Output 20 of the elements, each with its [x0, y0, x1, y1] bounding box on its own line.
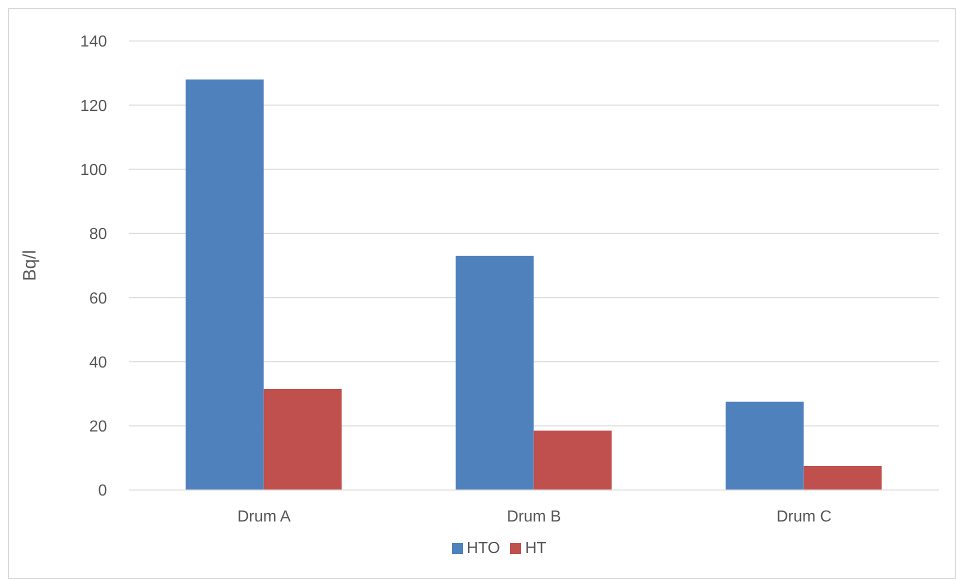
bar	[456, 256, 534, 490]
bar	[804, 466, 882, 490]
y-tick-label: 120	[80, 98, 108, 115]
x-tick-label: Drum C	[776, 508, 832, 526]
y-tick-label: 100	[80, 162, 108, 179]
y-tick-label: 40	[89, 354, 108, 372]
x-tick-label: Drum A	[237, 508, 291, 526]
y-tick-label: 80	[89, 226, 108, 244]
y-tick-label: 20	[89, 418, 108, 436]
y-tick-label: 140	[80, 34, 108, 51]
bar	[534, 430, 612, 490]
bar	[264, 388, 342, 490]
legend-label: HT	[525, 540, 546, 557]
y-tick-label: 60	[89, 290, 108, 308]
x-tick-label: Drum B	[506, 508, 562, 526]
y-axis-title: Bq/l	[19, 250, 40, 282]
bar	[186, 79, 264, 490]
bar	[726, 402, 804, 490]
legend-label: HTO	[466, 540, 500, 557]
y-tick-label: 0	[98, 482, 108, 500]
